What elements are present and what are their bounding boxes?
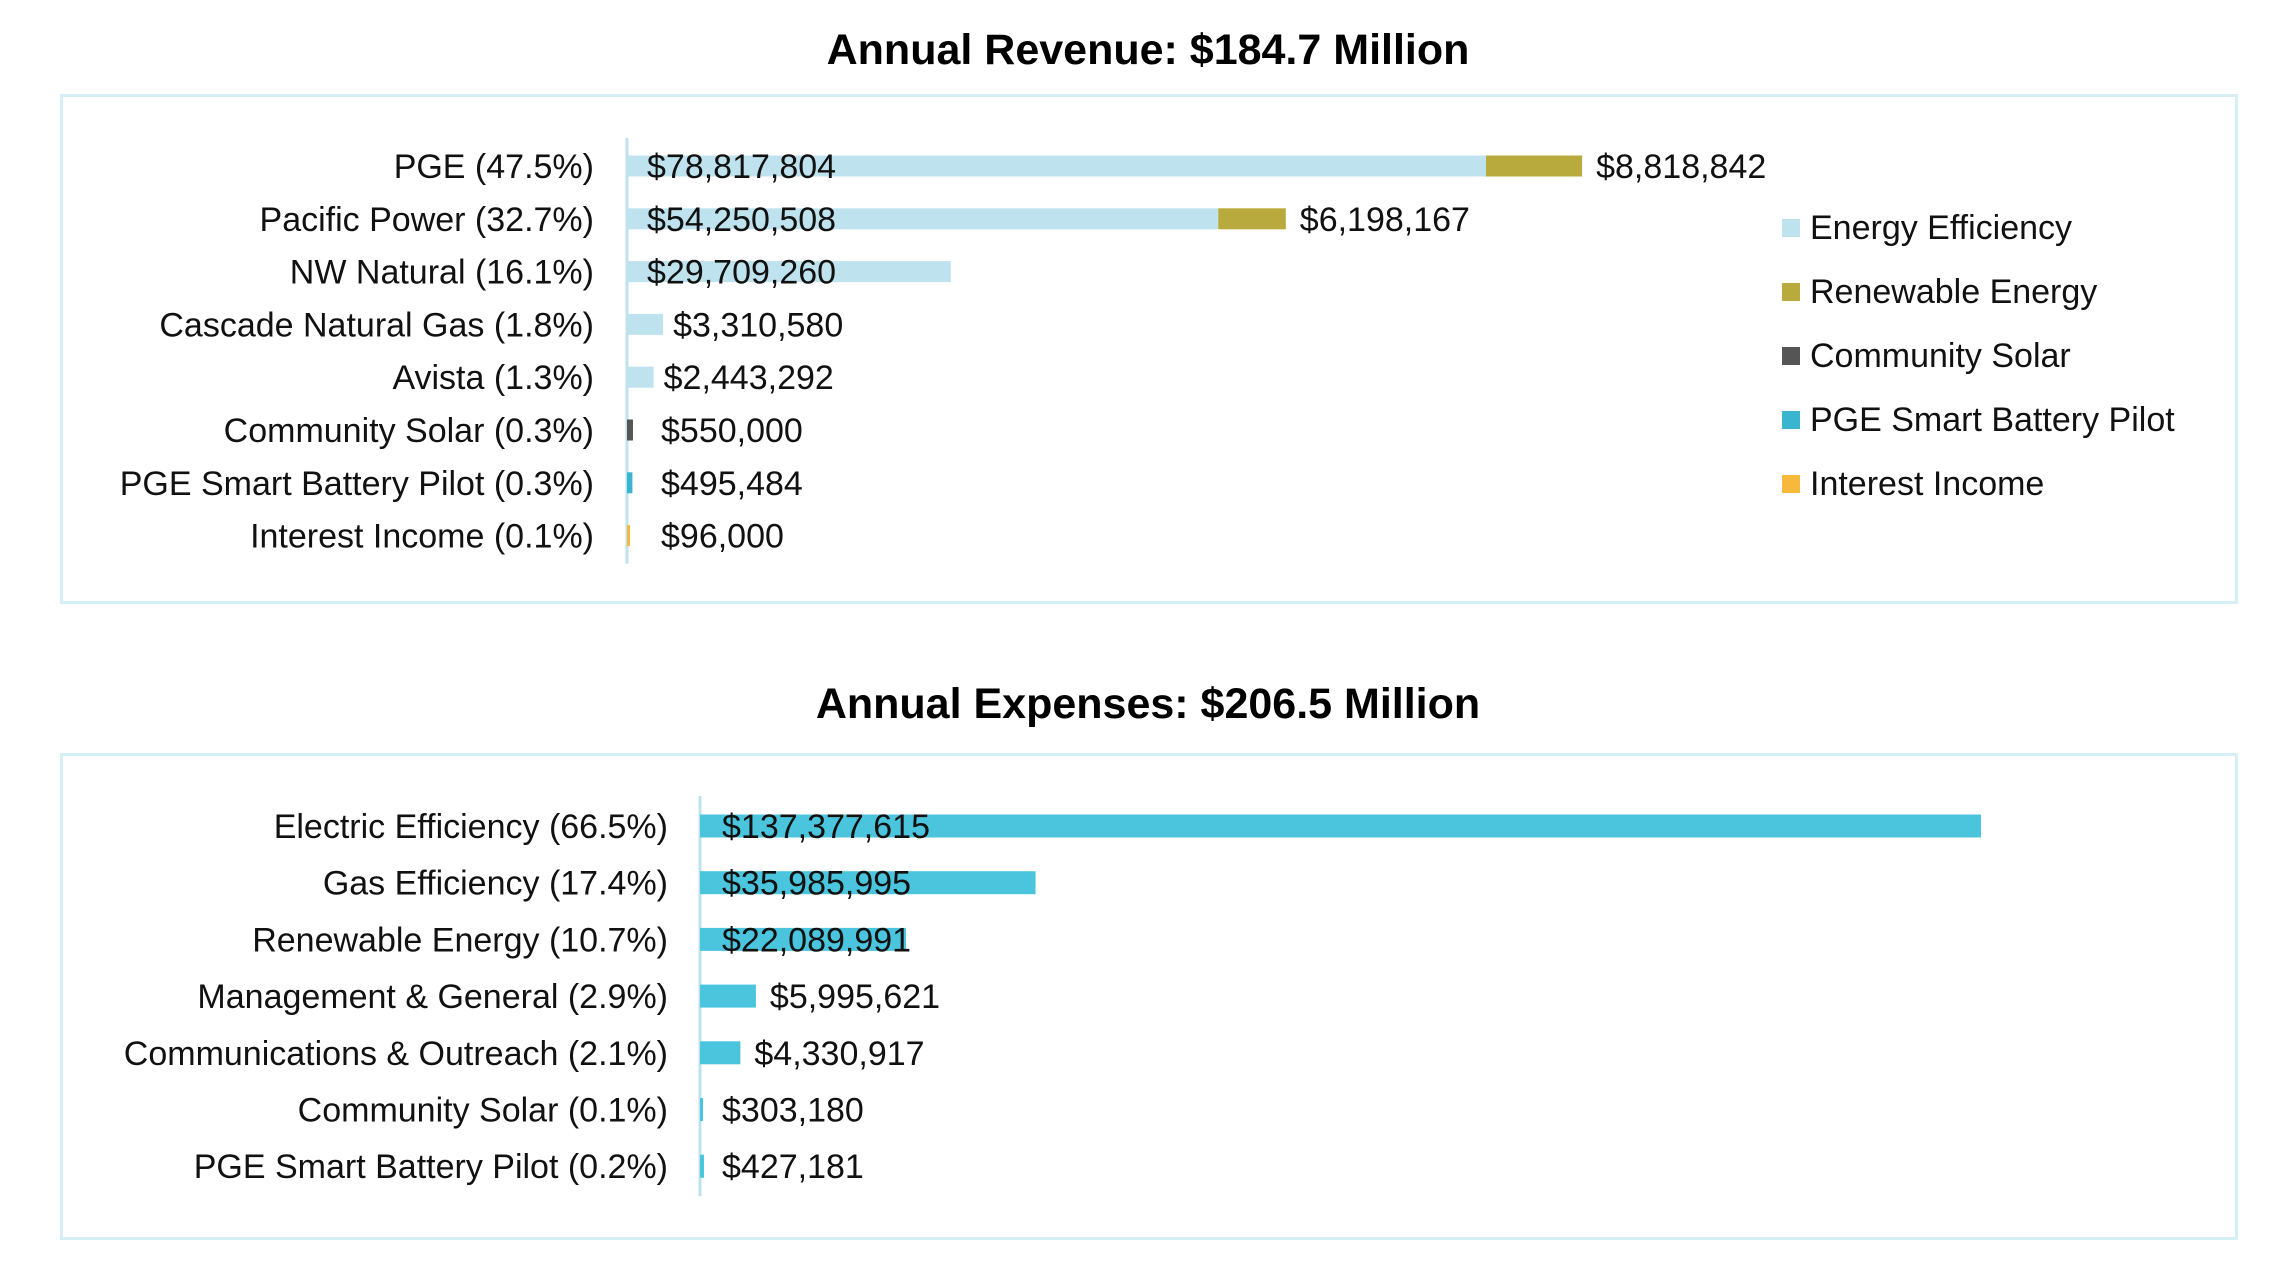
revenue-bar-pge-smart-battery-pilot bbox=[627, 472, 633, 494]
revenue-category-label: PGE (47.5%) bbox=[394, 148, 594, 186]
legend-label: Energy Efficiency bbox=[1810, 208, 2073, 247]
revenue-bar-community-solar bbox=[627, 419, 633, 441]
expenses-data-label: $22,089,991 bbox=[722, 921, 911, 959]
revenue-data-label: $2,443,292 bbox=[664, 359, 834, 397]
revenue-bar-energy-efficiency bbox=[627, 366, 654, 388]
expenses-category-label: Communications & Outreach (2.1%) bbox=[124, 1035, 668, 1073]
revenue-category-label: PGE Smart Battery Pilot (0.3%) bbox=[120, 465, 594, 503]
expenses-bar bbox=[700, 1154, 704, 1178]
revenue-bar-renewable-energy bbox=[1486, 155, 1583, 177]
revenue-bar-interest-income bbox=[627, 525, 630, 547]
expenses-chart-title: Annual Expenses: $206.5 Million bbox=[815, 680, 1481, 728]
expenses-data-label: $137,377,615 bbox=[722, 808, 930, 846]
revenue-data-label: $78,817,804 bbox=[647, 148, 836, 186]
expenses-category-label: Renewable Energy (10.7%) bbox=[252, 921, 668, 959]
expenses-bar bbox=[700, 871, 1036, 895]
revenue-data-label: $495,484 bbox=[661, 465, 803, 503]
revenue-chart-title: Annual Revenue: $184.7 Million bbox=[826, 26, 1470, 74]
legend-swatch bbox=[1782, 347, 1800, 365]
legend-item-renewable-energy: Renewable Energy bbox=[1782, 260, 2175, 324]
revenue-data-label: $6,198,167 bbox=[1300, 201, 1470, 239]
revenue-legend: Energy Efficiency Renewable Energy Commu… bbox=[1782, 196, 2175, 516]
revenue-category-label: NW Natural (16.1%) bbox=[290, 254, 594, 292]
expenses-category-label: Gas Efficiency (17.4%) bbox=[323, 865, 668, 903]
legend-swatch bbox=[1782, 475, 1800, 493]
expenses-data-label: $35,985,995 bbox=[722, 865, 911, 903]
legend-item-community-solar: Community Solar bbox=[1782, 324, 2175, 388]
revenue-bar-energy-efficiency bbox=[627, 261, 951, 283]
expenses-category-label: Electric Efficiency (66.5%) bbox=[274, 808, 668, 846]
expenses-bar bbox=[700, 984, 756, 1008]
revenue-data-label: $3,310,580 bbox=[673, 306, 843, 344]
legend-label: PGE Smart Battery Pilot bbox=[1810, 400, 2175, 439]
expenses-category-label: PGE Smart Battery Pilot (0.2%) bbox=[194, 1148, 668, 1186]
revenue-category-label: Community Solar (0.3%) bbox=[224, 412, 594, 450]
revenue-category-label: Pacific Power (32.7%) bbox=[260, 201, 594, 239]
legend-item-interest-income: Interest Income bbox=[1782, 452, 2175, 516]
expenses-bar bbox=[700, 1041, 741, 1065]
legend-label: Interest Income bbox=[1810, 464, 2045, 503]
expenses-data-label: $427,181 bbox=[722, 1148, 864, 1186]
expenses-bar bbox=[700, 1098, 703, 1121]
revenue-bar-energy-efficiency bbox=[627, 155, 1486, 177]
expenses-data-label: $303,180 bbox=[722, 1092, 864, 1130]
expenses-bar bbox=[700, 927, 906, 951]
expenses-data-label: $4,330,917 bbox=[754, 1035, 924, 1073]
expenses-data-label: $5,995,621 bbox=[770, 978, 940, 1016]
legend-label: Renewable Energy bbox=[1810, 272, 2098, 311]
legend-swatch bbox=[1782, 411, 1800, 429]
expenses-category-label: Management & General (2.9%) bbox=[197, 978, 668, 1016]
revenue-bar-energy-efficiency bbox=[627, 208, 1219, 230]
revenue-category-label: Interest Income (0.1%) bbox=[250, 518, 594, 556]
legend-swatch bbox=[1782, 283, 1800, 301]
legend-item-pge-smart-battery-pilot: PGE Smart Battery Pilot bbox=[1782, 388, 2175, 452]
revenue-data-label: $54,250,508 bbox=[647, 201, 836, 239]
revenue-data-label: $550,000 bbox=[661, 412, 803, 450]
expenses-bar bbox=[700, 814, 1981, 838]
expenses-category-label: Community Solar (0.1%) bbox=[298, 1092, 668, 1130]
revenue-bar-renewable-energy bbox=[1218, 208, 1286, 230]
revenue-bar-energy-efficiency bbox=[627, 313, 664, 335]
revenue-category-label: Cascade Natural Gas (1.8%) bbox=[159, 306, 594, 344]
revenue-category-label: Avista (1.3%) bbox=[392, 359, 594, 397]
revenue-data-label: $8,818,842 bbox=[1596, 148, 1766, 186]
legend-item-energy-efficiency: Energy Efficiency bbox=[1782, 196, 2175, 260]
revenue-data-label: $29,709,260 bbox=[647, 254, 836, 292]
legend-swatch bbox=[1782, 219, 1800, 237]
legend-label: Community Solar bbox=[1810, 336, 2071, 375]
revenue-chart-frame bbox=[60, 94, 2238, 604]
revenue-data-label: $96,000 bbox=[661, 518, 784, 556]
